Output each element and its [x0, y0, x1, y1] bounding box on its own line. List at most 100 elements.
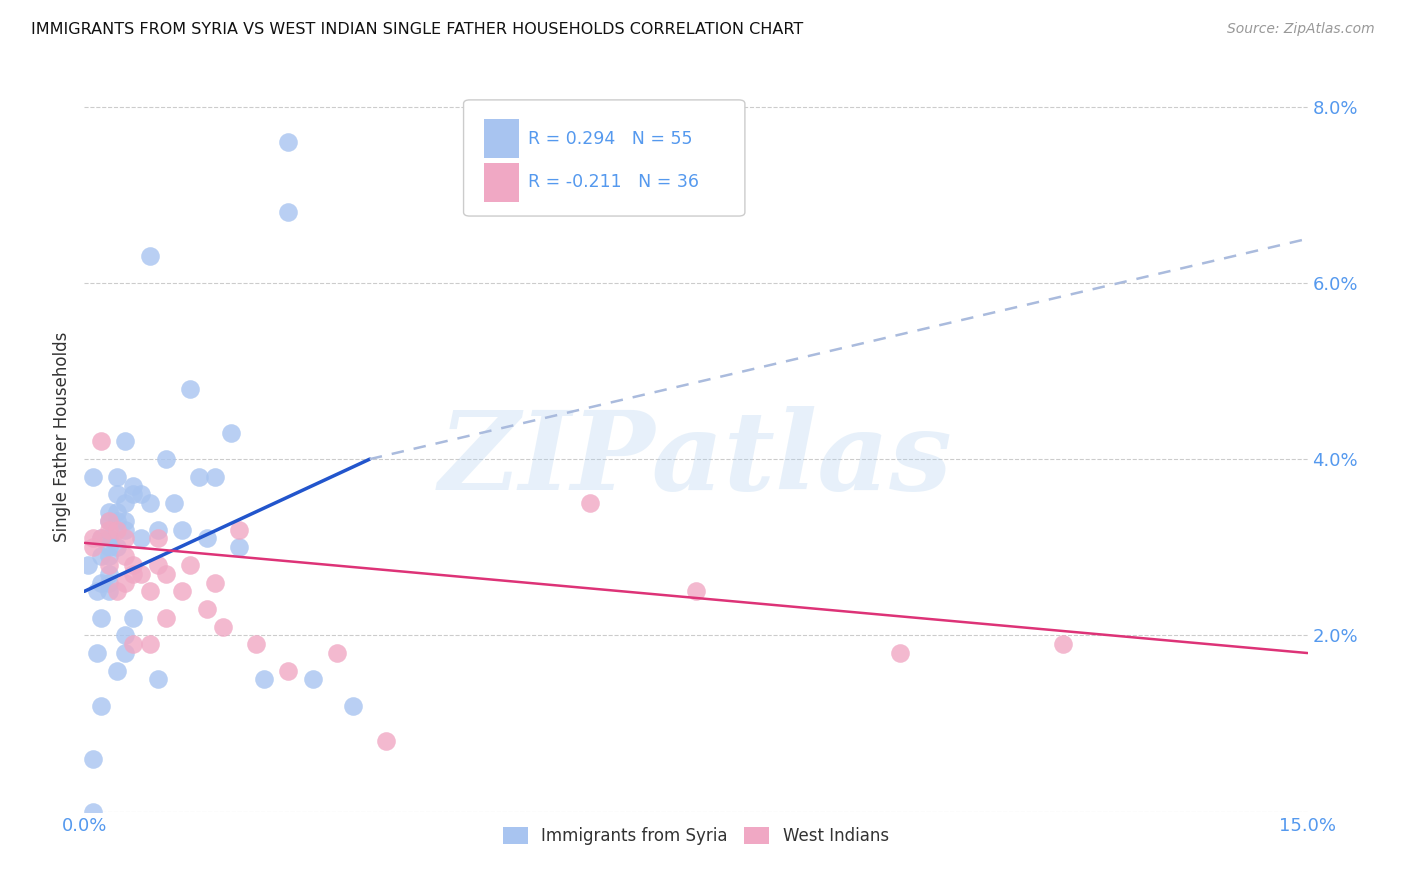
- Point: [86, 646, 108, 660]
- Point: [146, 523, 169, 537]
- Point: [90, 434, 112, 449]
- Point: [228, 523, 250, 537]
- Point: [97, 505, 120, 519]
- Point: [228, 541, 250, 555]
- Point: [114, 532, 136, 546]
- Point: [114, 523, 136, 537]
- Point: [97, 523, 120, 537]
- Legend: Immigrants from Syria, West Indians: Immigrants from Syria, West Indians: [496, 821, 896, 852]
- Y-axis label: Single Father Households: Single Father Households: [53, 332, 72, 542]
- Point: [131, 566, 153, 581]
- Point: [146, 558, 169, 572]
- Point: [131, 532, 153, 546]
- Point: [97, 584, 120, 599]
- Text: ZIPatlas: ZIPatlas: [439, 406, 953, 513]
- Point: [105, 514, 128, 528]
- Point: [179, 382, 201, 396]
- Point: [105, 505, 128, 519]
- Point: [155, 452, 177, 467]
- Text: IMMIGRANTS FROM SYRIA VS WEST INDIAN SINGLE FATHER HOUSEHOLDS CORRELATION CHART: IMMIGRANTS FROM SYRIA VS WEST INDIAN SIN…: [31, 22, 803, 37]
- Point: [97, 532, 120, 546]
- Point: [342, 698, 364, 713]
- Text: Source: ZipAtlas.com: Source: ZipAtlas.com: [1227, 22, 1375, 37]
- Point: [277, 205, 299, 219]
- Point: [326, 646, 349, 660]
- Point: [889, 646, 911, 660]
- Point: [105, 469, 128, 483]
- Point: [82, 532, 104, 546]
- Point: [105, 541, 128, 555]
- Point: [1052, 637, 1074, 651]
- Point: [155, 566, 177, 581]
- Point: [97, 514, 120, 528]
- Point: [138, 496, 160, 510]
- Point: [122, 558, 145, 572]
- Point: [212, 619, 235, 633]
- Point: [122, 487, 145, 501]
- Point: [97, 558, 120, 572]
- Point: [114, 575, 136, 590]
- Point: [277, 135, 299, 149]
- Point: [146, 673, 169, 687]
- Point: [122, 611, 145, 625]
- Point: [114, 549, 136, 563]
- Point: [163, 496, 186, 510]
- Point: [138, 249, 160, 263]
- Point: [146, 532, 169, 546]
- Point: [114, 496, 136, 510]
- Point: [90, 611, 112, 625]
- Point: [97, 549, 120, 563]
- Point: [155, 611, 177, 625]
- Point: [90, 532, 112, 546]
- Point: [82, 469, 104, 483]
- Point: [253, 673, 276, 687]
- Point: [122, 478, 145, 492]
- Point: [685, 584, 707, 599]
- Point: [245, 637, 267, 651]
- Point: [90, 575, 112, 590]
- Point: [97, 575, 120, 590]
- Point: [77, 558, 100, 572]
- Point: [97, 532, 120, 546]
- Point: [114, 628, 136, 642]
- Point: [86, 584, 108, 599]
- Point: [301, 673, 323, 687]
- Point: [90, 532, 112, 546]
- Text: R = -0.211   N = 36: R = -0.211 N = 36: [529, 173, 699, 191]
- Point: [172, 523, 194, 537]
- Point: [114, 646, 136, 660]
- Point: [82, 752, 104, 766]
- Point: [90, 549, 112, 563]
- Point: [179, 558, 201, 572]
- Point: [375, 734, 398, 748]
- Point: [105, 487, 128, 501]
- Point: [114, 434, 136, 449]
- Point: [122, 566, 145, 581]
- Point: [97, 514, 120, 528]
- Point: [131, 487, 153, 501]
- Point: [195, 532, 218, 546]
- Point: [82, 805, 104, 819]
- Point: [105, 664, 128, 678]
- Point: [97, 566, 120, 581]
- Point: [172, 584, 194, 599]
- Point: [105, 584, 128, 599]
- FancyBboxPatch shape: [464, 100, 745, 216]
- Point: [138, 637, 160, 651]
- Point: [105, 523, 128, 537]
- Point: [195, 602, 218, 616]
- Point: [122, 637, 145, 651]
- Point: [114, 514, 136, 528]
- Point: [90, 698, 112, 713]
- FancyBboxPatch shape: [484, 163, 519, 202]
- Point: [187, 469, 209, 483]
- Point: [204, 575, 226, 590]
- Point: [277, 664, 299, 678]
- Point: [138, 584, 160, 599]
- Point: [204, 469, 226, 483]
- Point: [579, 496, 602, 510]
- FancyBboxPatch shape: [484, 120, 519, 159]
- Point: [82, 541, 104, 555]
- Text: R = 0.294   N = 55: R = 0.294 N = 55: [529, 130, 693, 148]
- Point: [97, 541, 120, 555]
